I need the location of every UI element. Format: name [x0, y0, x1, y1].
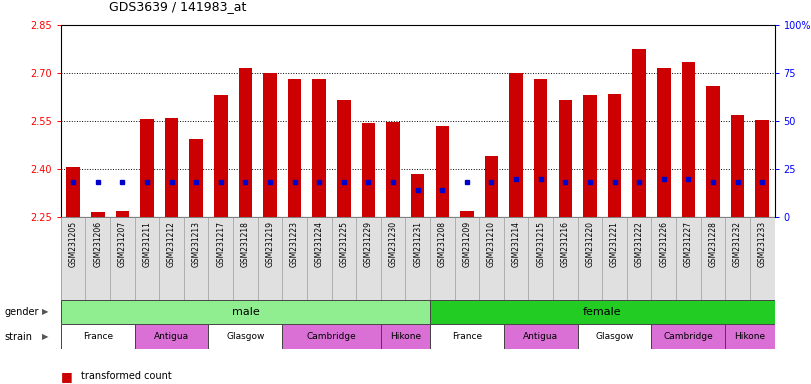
Bar: [436, 126, 449, 217]
Bar: [430, 324, 504, 349]
Bar: [657, 68, 671, 217]
Text: GSM231229: GSM231229: [364, 221, 373, 267]
Text: GSM231223: GSM231223: [290, 221, 299, 267]
Bar: [411, 174, 424, 217]
Bar: [651, 324, 725, 349]
Bar: [706, 86, 719, 217]
Text: GSM231230: GSM231230: [388, 221, 397, 267]
Bar: [380, 324, 430, 349]
Bar: [460, 210, 474, 217]
Bar: [430, 300, 775, 324]
Bar: [607, 94, 621, 217]
Bar: [504, 324, 577, 349]
Text: Hikone: Hikone: [734, 333, 766, 341]
Text: ▶: ▶: [42, 333, 49, 341]
Bar: [190, 139, 203, 217]
Text: GSM231219: GSM231219: [265, 221, 274, 267]
Text: GSM231206: GSM231206: [93, 221, 102, 267]
Text: GSM231217: GSM231217: [217, 221, 225, 267]
Bar: [485, 156, 498, 217]
Text: GSM231215: GSM231215: [536, 221, 545, 267]
Text: GSM231222: GSM231222: [635, 221, 644, 267]
Text: Glasgow: Glasgow: [595, 333, 633, 341]
Text: Hikone: Hikone: [390, 333, 421, 341]
Bar: [91, 212, 105, 217]
Text: GSM231212: GSM231212: [167, 221, 176, 267]
Text: ▶: ▶: [42, 308, 49, 316]
Bar: [312, 79, 326, 217]
Text: GSM231221: GSM231221: [610, 221, 619, 267]
Text: GSM231210: GSM231210: [487, 221, 496, 267]
Text: Glasgow: Glasgow: [226, 333, 264, 341]
Text: France: France: [83, 333, 113, 341]
Bar: [208, 324, 282, 349]
Bar: [116, 211, 129, 217]
Bar: [67, 167, 80, 217]
Bar: [681, 62, 695, 217]
Bar: [577, 324, 651, 349]
Bar: [559, 100, 572, 217]
Text: GSM231216: GSM231216: [561, 221, 570, 267]
Bar: [725, 324, 775, 349]
Text: GSM231233: GSM231233: [757, 221, 766, 267]
Text: female: female: [583, 307, 621, 317]
Text: GSM231205: GSM231205: [69, 221, 78, 267]
Bar: [509, 73, 523, 217]
Text: GSM231225: GSM231225: [339, 221, 349, 267]
Bar: [755, 120, 769, 217]
Text: France: France: [452, 333, 482, 341]
Text: GSM231232: GSM231232: [733, 221, 742, 267]
Text: GSM231213: GSM231213: [191, 221, 200, 267]
Text: gender: gender: [4, 307, 39, 317]
Bar: [140, 119, 154, 217]
Text: GSM231211: GSM231211: [143, 221, 152, 267]
Text: Cambridge: Cambridge: [307, 333, 356, 341]
Text: GSM231224: GSM231224: [315, 221, 324, 267]
Bar: [583, 95, 597, 217]
Text: GSM231214: GSM231214: [512, 221, 521, 267]
Text: GSM231218: GSM231218: [241, 221, 250, 267]
Bar: [731, 114, 744, 217]
Bar: [61, 324, 135, 349]
Bar: [61, 300, 430, 324]
Text: GSM231227: GSM231227: [684, 221, 693, 267]
Bar: [264, 73, 277, 217]
Bar: [386, 122, 400, 217]
Bar: [214, 95, 228, 217]
Text: GSM231208: GSM231208: [438, 221, 447, 267]
Bar: [337, 100, 350, 217]
Text: GSM231226: GSM231226: [659, 221, 668, 267]
Bar: [135, 324, 208, 349]
Text: GSM231228: GSM231228: [709, 221, 718, 267]
Text: GSM231209: GSM231209: [462, 221, 471, 267]
Text: male: male: [231, 307, 260, 317]
Bar: [165, 118, 178, 217]
Bar: [288, 79, 302, 217]
Text: Cambridge: Cambridge: [663, 333, 713, 341]
Text: Antigua: Antigua: [154, 333, 189, 341]
Bar: [534, 79, 547, 217]
Text: GSM231231: GSM231231: [413, 221, 423, 267]
Bar: [238, 68, 252, 217]
Text: ■: ■: [61, 370, 72, 383]
Text: transformed count: transformed count: [81, 371, 172, 381]
Text: GSM231220: GSM231220: [586, 221, 594, 267]
Text: GSM231207: GSM231207: [118, 221, 127, 267]
Bar: [282, 324, 380, 349]
Text: strain: strain: [4, 332, 32, 342]
Bar: [362, 122, 375, 217]
Bar: [633, 49, 646, 217]
Text: GDS3639 / 141983_at: GDS3639 / 141983_at: [109, 0, 247, 13]
Text: Antigua: Antigua: [523, 333, 558, 341]
